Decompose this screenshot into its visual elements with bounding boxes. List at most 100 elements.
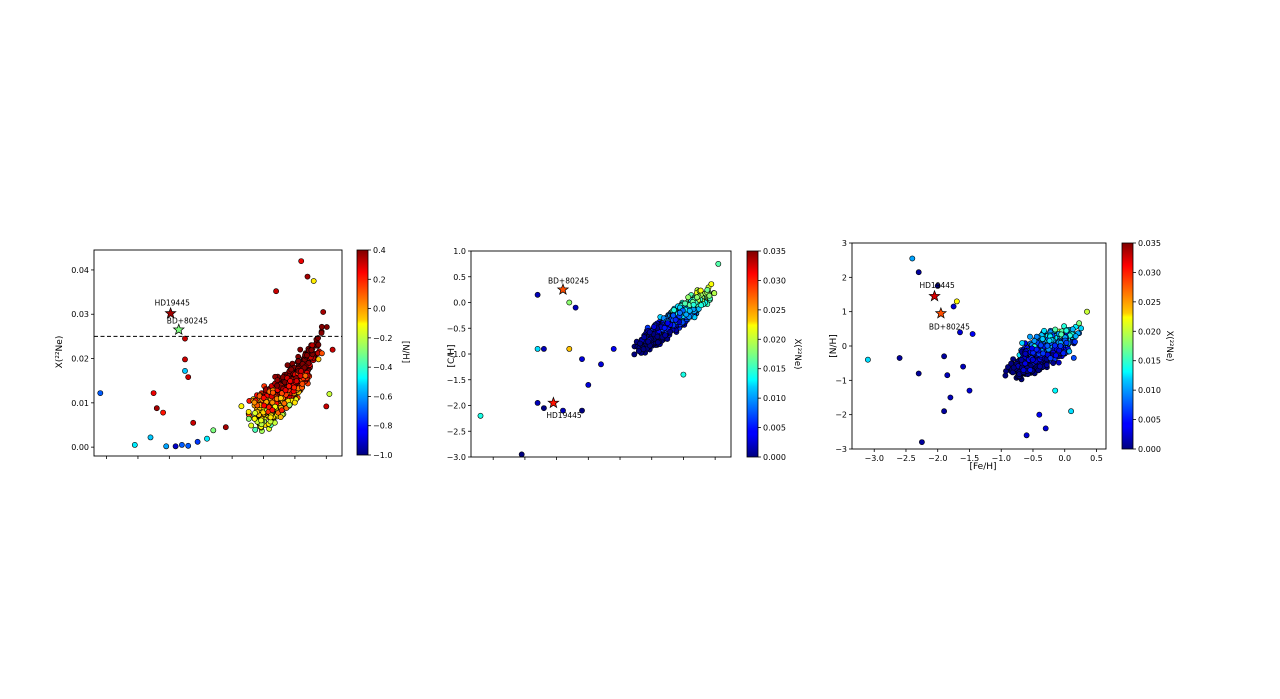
outlier-point — [326, 391, 333, 397]
y-tick-label: 3 — [842, 239, 847, 248]
colorbar-tick-label: 0.035 — [1138, 239, 1161, 248]
outlier-point — [941, 353, 947, 360]
data-point — [278, 407, 285, 414]
x-tick-label: 0.5 — [1090, 454, 1103, 463]
data-point — [683, 311, 690, 318]
outlier-point — [715, 260, 722, 267]
colorbar-2-label: X(²²Ne) — [1164, 331, 1174, 362]
outlier-point — [1042, 425, 1049, 432]
data-point — [297, 372, 304, 379]
outlier-point — [182, 367, 188, 374]
outlier-point — [210, 427, 217, 434]
data-point — [287, 378, 294, 384]
star-label: BD+80245 — [929, 322, 970, 331]
panel-2-points — [865, 255, 1090, 445]
data-point — [711, 290, 718, 297]
data-point — [1008, 360, 1014, 367]
y-tick-label: 0.0 — [453, 299, 466, 308]
data-point — [251, 415, 258, 422]
panel-0-frame — [93, 249, 343, 457]
star-label: HD19445 — [920, 281, 956, 290]
outlier-point — [579, 407, 585, 414]
data-point — [281, 400, 288, 407]
outlier-point — [204, 435, 210, 442]
y-tick-label: 0.00 — [71, 443, 89, 452]
outlier-point — [950, 303, 957, 310]
data-point — [1010, 364, 1017, 371]
colorbar-tick-label: −1.0 — [373, 451, 392, 460]
data-point — [251, 399, 258, 406]
colorbar-0-gradient — [356, 249, 369, 456]
data-point — [238, 403, 245, 410]
x-tick-label: −1.5 — [960, 454, 979, 463]
data-point — [1072, 333, 1079, 340]
colorbar-1-label: X(²²Ne) — [792, 339, 802, 370]
outlier-point — [182, 356, 188, 363]
outlier-point — [534, 399, 541, 406]
star-label: HD19445 — [546, 411, 582, 420]
x-tick-label: −2.5 — [896, 454, 915, 463]
outlier-point — [320, 309, 327, 315]
data-point — [1063, 327, 1070, 334]
x-tick-label: 0.0 — [1058, 454, 1071, 463]
data-point — [298, 368, 304, 374]
data-point — [690, 301, 697, 308]
outlier-point — [585, 381, 592, 388]
data-point — [1066, 348, 1073, 355]
data-point — [1046, 337, 1053, 344]
data-point — [1037, 363, 1043, 370]
data-point — [1047, 355, 1054, 362]
data-point — [1052, 342, 1058, 349]
colorbar-tick-label: 0.025 — [763, 306, 786, 315]
data-point — [304, 352, 310, 359]
data-point — [288, 366, 295, 373]
data-point — [252, 410, 258, 416]
data-point — [631, 351, 638, 358]
outlier-point — [598, 361, 604, 368]
y-tick-label: −1.0 — [447, 350, 466, 359]
outlier-point — [934, 282, 941, 289]
data-point — [284, 362, 291, 369]
data-point — [694, 294, 700, 301]
star-marker-bd80245 — [172, 323, 185, 335]
outlier-point — [163, 443, 170, 450]
x-tick-label: −1.0 — [992, 454, 1011, 463]
y-tick-label: 0.02 — [71, 355, 89, 364]
colorbar-tick-label: −0.2 — [373, 334, 392, 343]
outlier-point — [941, 408, 947, 415]
data-point — [1043, 361, 1050, 368]
data-point — [685, 294, 692, 301]
outlier-point — [560, 407, 566, 414]
data-point — [1033, 346, 1040, 353]
data-point — [1009, 369, 1016, 376]
panel-1-ylabel: [C/H] — [447, 344, 457, 367]
panel-1-frame — [470, 250, 732, 458]
colorbar-2-gradient — [1121, 242, 1134, 450]
data-point — [1002, 372, 1009, 379]
outlier-point — [147, 434, 154, 441]
star-marker-hd19445 — [928, 289, 941, 302]
outlier-point — [153, 405, 160, 412]
data-point — [704, 286, 711, 293]
colorbar-1-gradient — [746, 250, 759, 458]
data-point — [282, 387, 289, 394]
data-point — [1060, 350, 1067, 357]
data-point — [1044, 342, 1051, 349]
data-point — [1039, 336, 1046, 342]
data-point — [308, 347, 315, 354]
data-point — [1020, 367, 1027, 373]
data-point — [258, 417, 264, 424]
panel-2-ylabel: [N/H] — [829, 334, 839, 358]
scatter-panel-ne22-vs-feh: X(²²Ne) HD19445 BD+80245 0.00 0.01 0.02 0.03 0… — [55, 249, 343, 459]
outlier-point — [1052, 387, 1059, 394]
outlier-point — [518, 451, 525, 457]
data-point — [1040, 350, 1046, 357]
star-marker-hd19445 — [547, 396, 560, 409]
data-point — [277, 414, 284, 420]
panel-1-points — [477, 260, 722, 457]
outlier-point — [896, 355, 903, 361]
outlier-point — [194, 438, 201, 445]
y-tick-label: −0.5 — [447, 324, 466, 333]
outlier-point — [579, 356, 585, 362]
